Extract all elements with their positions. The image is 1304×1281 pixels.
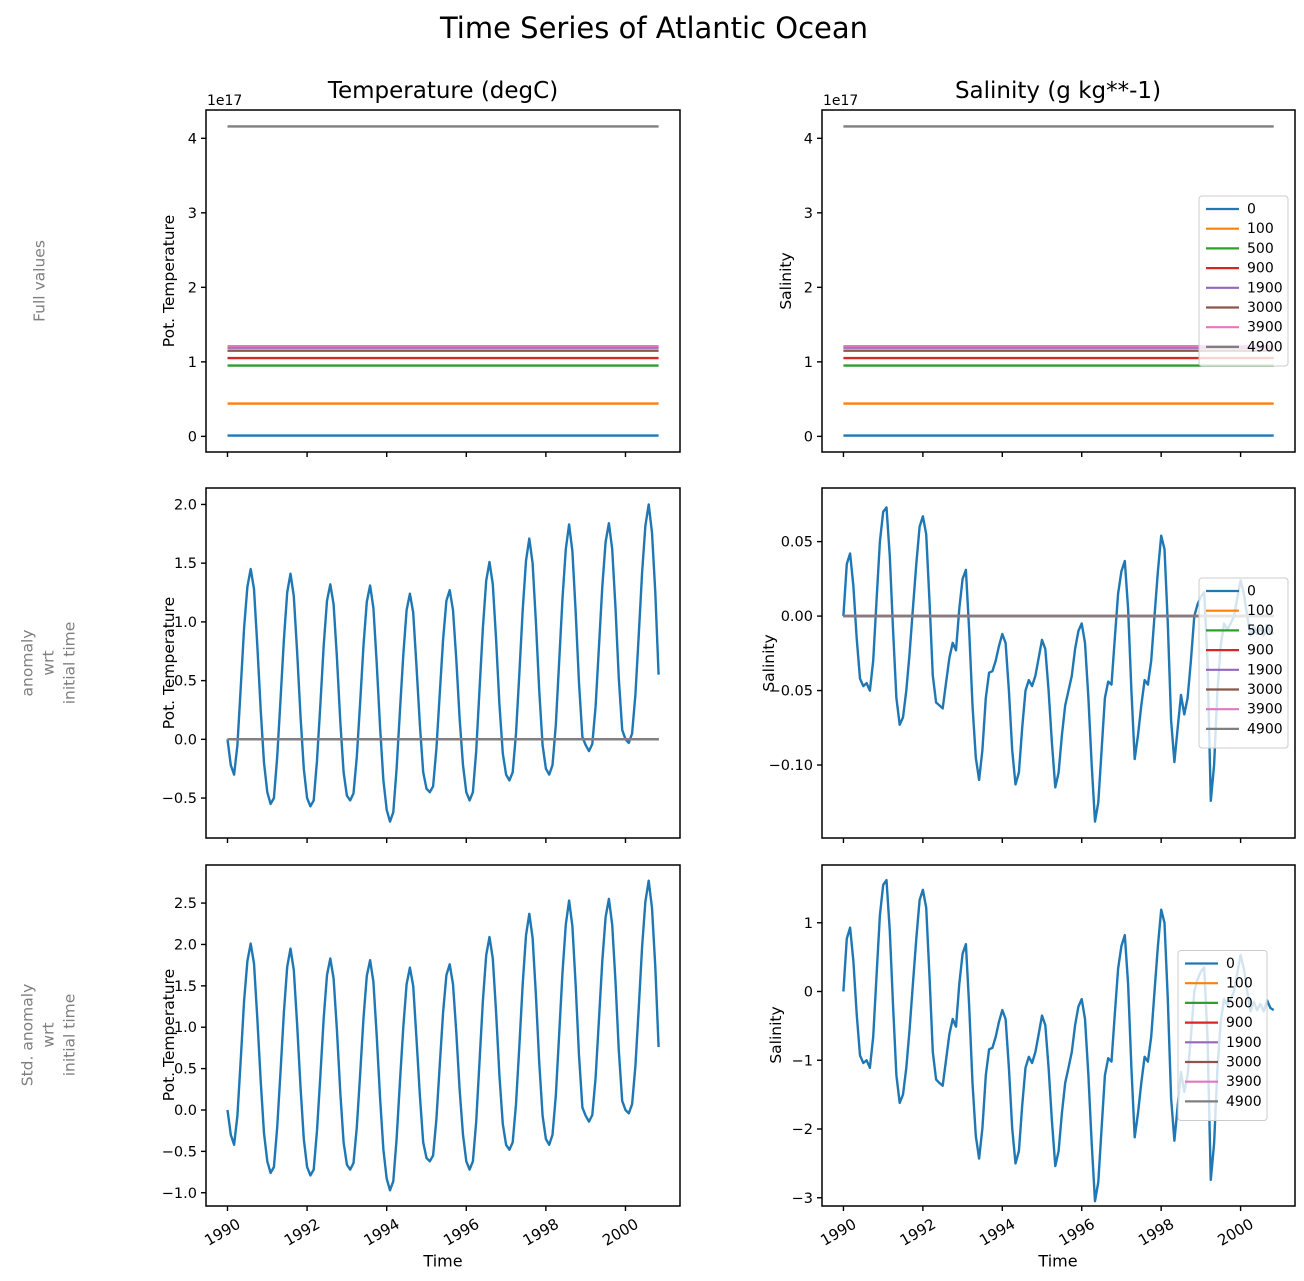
y-tick-label: 3: [804, 206, 813, 222]
y-tick-label: 0.5: [174, 1062, 197, 1078]
axes-frame: [821, 864, 1296, 1207]
legend-label-1900: 1900: [1247, 662, 1283, 678]
y-tick-label: −0.05: [769, 684, 813, 700]
legend-label-0: 0: [1247, 202, 1256, 218]
y-tick-label: 0.0: [174, 732, 197, 748]
legend-label-500: 500: [1247, 241, 1274, 257]
y-tick-label: 2: [804, 280, 813, 296]
legend-label-3900: 3900: [1247, 702, 1283, 718]
legend-label-500: 500: [1247, 623, 1274, 639]
x-tick-label: 1998: [1135, 1215, 1177, 1250]
legend-label-900: 900: [1247, 261, 1274, 277]
series-line-0: [226, 503, 660, 823]
y-tick-label: 0: [804, 429, 813, 445]
figure-title: Time Series of Atlantic Ocean: [439, 11, 869, 45]
legend-label-3000: 3000: [1247, 682, 1283, 698]
y-tick-label: 1.5: [174, 556, 197, 572]
y-tick-label: 1.0: [174, 615, 197, 631]
legend-label-1900: 1900: [1247, 280, 1283, 296]
legend-label-0: 0: [1247, 584, 1256, 600]
legend-label-3000: 3000: [1247, 300, 1283, 316]
legend-label-0: 0: [1226, 956, 1235, 972]
axes-frame: [821, 487, 1296, 839]
series-line-0: [226, 879, 660, 1192]
y-tick-label: 4: [804, 131, 813, 147]
y-tick-label: 2.0: [174, 937, 197, 953]
offset-text-sal-full: 1e17: [823, 93, 859, 109]
y-tick-label: −1: [792, 1053, 813, 1069]
y-tick-label: −0.5: [162, 791, 197, 807]
x-tick-label: 1990: [817, 1215, 859, 1250]
legend-box: [1177, 950, 1268, 1121]
legend-label-100: 100: [1226, 976, 1253, 992]
legend-label-4900: 4900: [1226, 1094, 1262, 1110]
x-axis-label-right: Time: [1038, 1251, 1078, 1271]
y-tick-label: −0.10: [769, 758, 813, 774]
legend-label-3900: 3900: [1247, 320, 1283, 336]
y-tick-label: 2.0: [174, 497, 197, 513]
y-tick-label: 0.00: [781, 609, 813, 625]
y-tick-label: 2: [188, 280, 197, 296]
y-tick-label: −2: [792, 1122, 813, 1138]
y-tick-label: −1.0: [162, 1186, 197, 1202]
offset-text-temp-full: 1e17: [207, 93, 243, 109]
y-tick-label: 0.5: [174, 674, 197, 690]
y-tick-label: 0: [188, 429, 197, 445]
y-tick-label: 2.5: [174, 896, 197, 912]
y-tick-label: −3: [792, 1191, 813, 1207]
legend-label-4900: 4900: [1247, 721, 1283, 737]
legend-label-900: 900: [1247, 643, 1274, 659]
x-tick-label: 2000: [1215, 1215, 1257, 1250]
y-tick-label: 1.0: [174, 1020, 197, 1036]
x-tick-label: 1992: [897, 1215, 939, 1250]
y-tick-label: 0: [804, 985, 813, 1001]
y-tick-label: 3: [188, 206, 197, 222]
legend-label-4900: 4900: [1247, 339, 1283, 355]
legend-box: [1198, 577, 1289, 749]
y-tick-label: 1: [804, 355, 813, 371]
legend-label-500: 500: [1226, 995, 1253, 1011]
legend-label-3900: 3900: [1226, 1074, 1262, 1090]
y-tick-label: 0.0: [174, 1103, 197, 1119]
legend-label-1900: 1900: [1226, 1035, 1262, 1051]
column-title-salinity: Salinity (g kg**-1): [954, 78, 1162, 104]
y-tick-label: 1: [804, 916, 813, 932]
y-tick-label: −0.5: [162, 1144, 197, 1160]
legend-label-100: 100: [1247, 221, 1274, 237]
legend-label-3000: 3000: [1226, 1055, 1262, 1071]
y-tick-label: 4: [188, 131, 197, 147]
y-tick-label: 0.05: [781, 535, 813, 551]
y-tick-label: 1: [188, 355, 197, 371]
x-tick-label: 1994: [976, 1215, 1018, 1250]
legend-label-100: 100: [1247, 603, 1274, 619]
legend-box: [1198, 195, 1289, 367]
legend-label-900: 900: [1226, 1015, 1253, 1031]
column-title-temperature: Temperature (degC): [327, 78, 559, 104]
axes-frame: [821, 109, 1296, 453]
y-tick-label: 1.5: [174, 979, 197, 995]
x-tick-label: 1996: [1056, 1215, 1098, 1250]
axes-frame: [205, 864, 681, 1207]
axes-frame: [205, 109, 681, 453]
axes-frame: [205, 487, 681, 839]
x-axis-label-left: Time: [423, 1251, 463, 1271]
